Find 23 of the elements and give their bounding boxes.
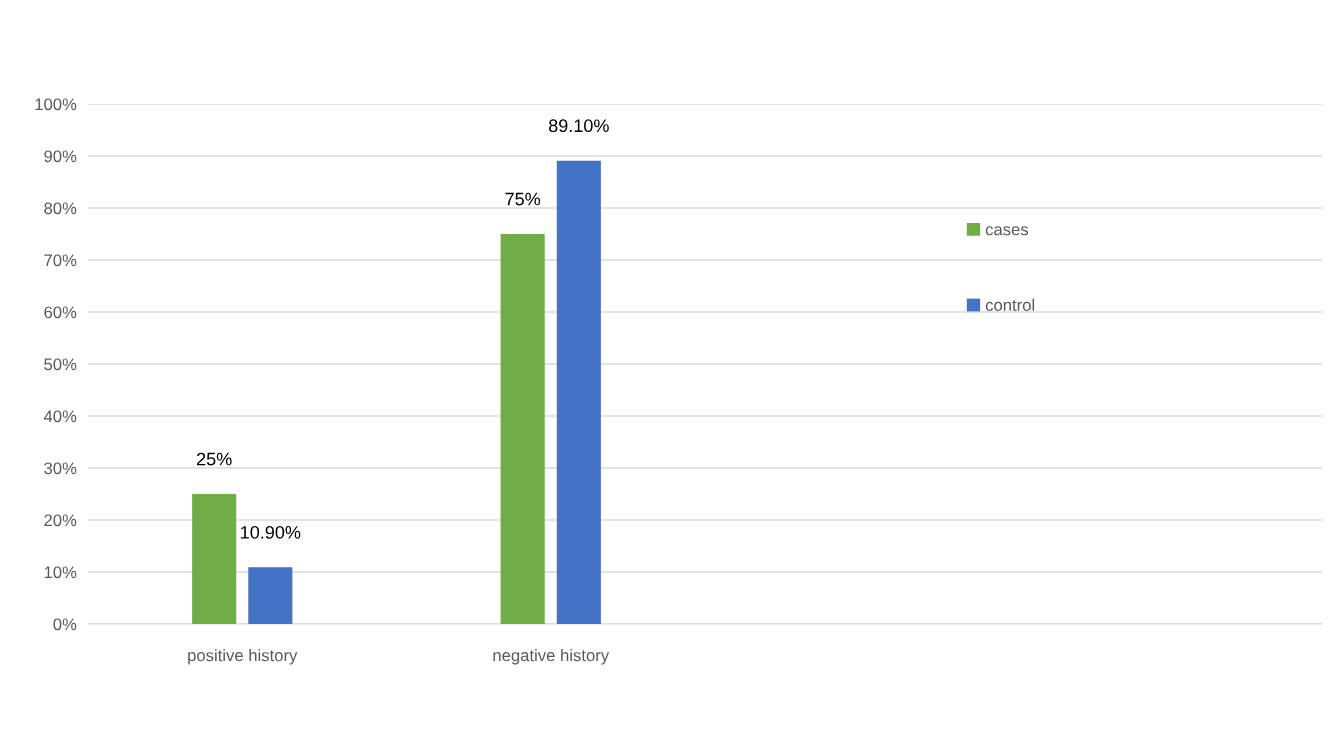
y-tick-label: 20%: [44, 514, 77, 527]
y-tick-label: 50%: [44, 358, 77, 371]
y-tick-label: 30%: [44, 462, 77, 475]
bar: [192, 494, 237, 624]
legend-label: control: [985, 298, 1035, 311]
y-tick-label: 60%: [44, 306, 77, 319]
data-label: 89.10%: [548, 119, 609, 133]
y-tick-label: 0%: [53, 618, 77, 631]
y-tick-label: 10%: [44, 566, 77, 579]
bar: [248, 567, 293, 624]
y-tick-label: 40%: [43, 410, 77, 423]
y-tick-label: 90%: [44, 150, 77, 163]
data-label: 10.90%: [241, 525, 301, 539]
x-tick-label: positive history: [188, 649, 298, 665]
x-tick-label: negative history: [493, 649, 610, 665]
y-tick-label: 70%: [44, 254, 77, 267]
data-label: 75%: [505, 192, 541, 206]
y-tick-label: 100%: [35, 98, 77, 111]
data-label: 25%: [197, 452, 232, 466]
y-tick-label: 80%: [44, 202, 77, 215]
bar: [500, 234, 545, 624]
bar: [556, 160, 601, 624]
legend-label: cases: [985, 226, 1029, 236]
